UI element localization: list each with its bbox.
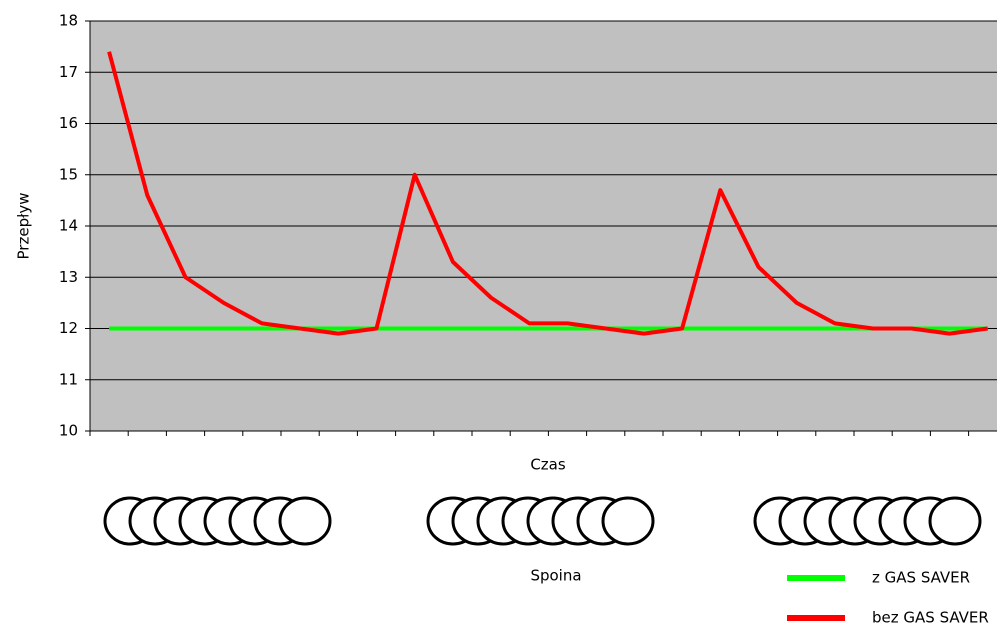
y-tick-label: 12 — [59, 319, 78, 337]
x-axis-label: Czas — [530, 456, 566, 474]
y-tick-label: 16 — [59, 114, 78, 132]
annotation: Spoina — [530, 567, 581, 585]
y-tick-label: 15 — [59, 165, 78, 183]
weld-diagram — [103, 496, 982, 546]
legend-label: z GAS SAVER — [872, 569, 970, 587]
y-tick-label: 17 — [59, 63, 78, 81]
weld-bead — [601, 496, 655, 546]
weld-bead — [928, 496, 982, 546]
y-tick-label: 13 — [59, 268, 78, 286]
legend-label: bez GAS SAVER — [872, 609, 989, 624]
y-tick-label: 14 — [59, 217, 78, 235]
y-tick-label: 18 — [59, 12, 78, 30]
y-tick-label: 11 — [59, 370, 78, 388]
weld-bead — [278, 496, 332, 546]
y-tick-label: 10 — [59, 422, 78, 440]
y-axis-label: Przepływ — [15, 193, 33, 260]
series-line — [107, 51, 988, 336]
